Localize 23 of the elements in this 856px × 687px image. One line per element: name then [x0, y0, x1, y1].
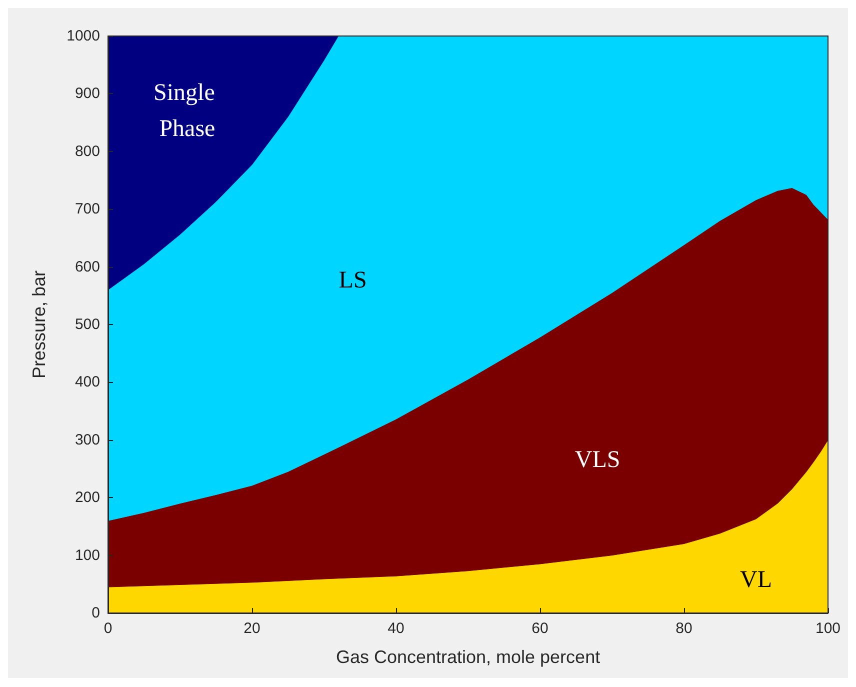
y-axis-title: Pressure, bar — [29, 270, 49, 379]
series-label: Single Phase — [154, 80, 221, 142]
y-tick-label: 200 — [74, 489, 100, 506]
y-tick-label: 400 — [74, 374, 100, 391]
y-tick-label: 700 — [74, 200, 100, 218]
x-tick-label: 40 — [388, 620, 404, 637]
x-tick-label: 60 — [532, 620, 548, 637]
y-tick-label: 100 — [74, 546, 100, 564]
series-label: VLS — [574, 447, 620, 474]
x-tick-label: 0 — [104, 620, 112, 637]
series-label: LS — [338, 268, 367, 294]
x-tick-label: 20 — [244, 620, 260, 637]
y-tick-label: 300 — [74, 431, 100, 448]
x-tick-label: 80 — [676, 620, 692, 637]
y-tick-label: 600 — [74, 258, 100, 276]
series-label: VL — [740, 567, 772, 594]
y-tick-label: 900 — [74, 85, 100, 102]
y-tick-label: 0 — [92, 604, 100, 622]
x-tick-label: 100 — [815, 620, 841, 637]
y-tick-label: 1000 — [66, 28, 100, 44]
x-axis-title: Gas Concentration, mole percent — [336, 647, 600, 667]
y-tick-label: 800 — [74, 142, 100, 160]
y-tick-label: 500 — [74, 316, 100, 333]
